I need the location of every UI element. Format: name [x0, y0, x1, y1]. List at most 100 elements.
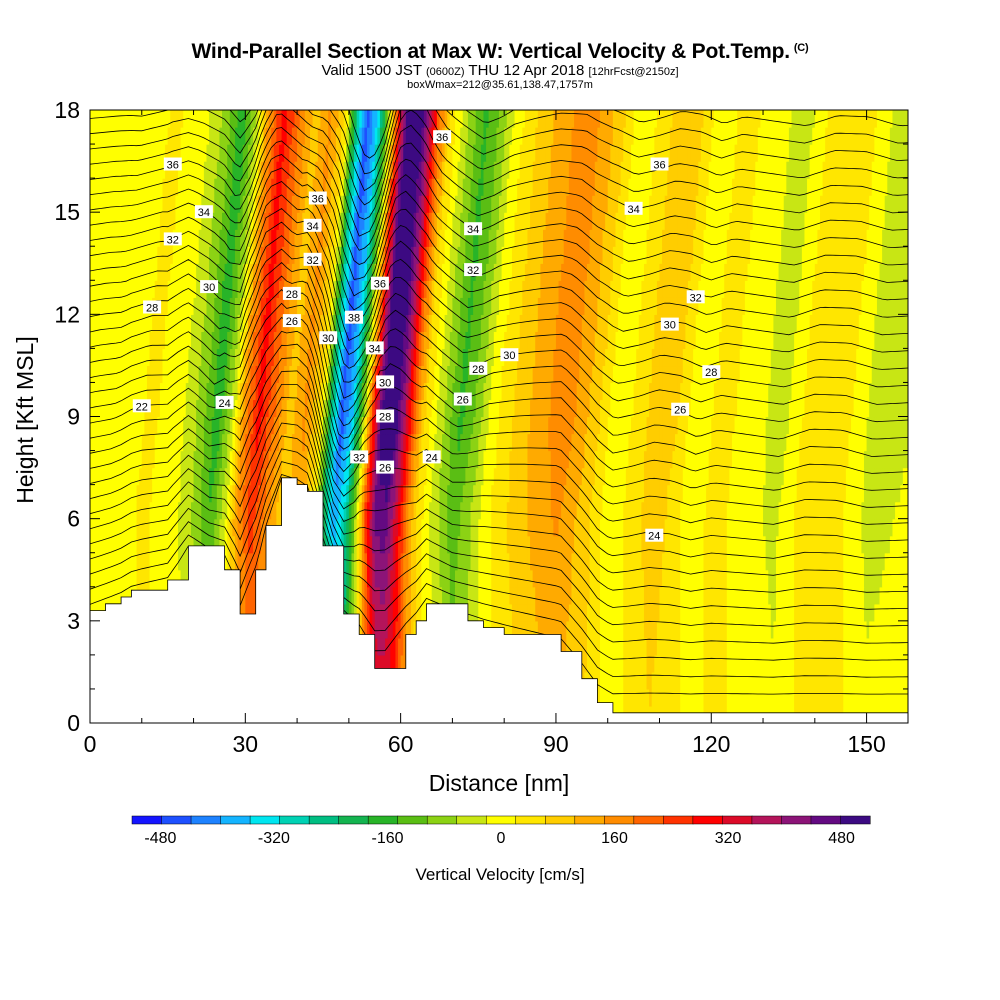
velocity-cell [346, 586, 350, 605]
velocity-cell [677, 586, 681, 605]
velocity-cell [871, 518, 875, 537]
velocity-cell [856, 603, 860, 622]
velocity-cell [737, 654, 741, 673]
velocity-cell [892, 518, 896, 537]
velocity-cell [851, 620, 855, 639]
velocity-cell [574, 620, 578, 639]
velocity-cell [788, 637, 793, 656]
velocity-cell [167, 518, 171, 537]
velocity-cell [442, 586, 446, 605]
velocity-cell [690, 535, 694, 554]
velocity-cell [263, 518, 267, 537]
velocity-cell [809, 688, 813, 707]
velocity-cell [794, 552, 798, 571]
velocity-cell [742, 637, 746, 656]
velocity-cell [814, 518, 818, 537]
velocity-cell [781, 620, 785, 639]
velocity-cell [778, 518, 782, 537]
velocity-cell [664, 552, 668, 571]
velocity-cell [856, 535, 860, 554]
velocity-cell [788, 620, 793, 639]
velocity-cell [869, 603, 873, 622]
velocity-cell [509, 518, 513, 537]
velocity-cell [690, 552, 694, 571]
velocity-cell [470, 569, 474, 588]
velocity-cell [136, 518, 140, 537]
velocity-cell [809, 603, 813, 622]
velocity-cell [597, 620, 601, 639]
velocity-cell [465, 518, 469, 537]
velocity-cell [429, 552, 433, 571]
velocity-cell [563, 518, 567, 537]
velocity-cell [853, 569, 857, 588]
velocity-cell [770, 688, 774, 707]
velocity-cell [467, 586, 472, 605]
velocity-cell [843, 603, 847, 622]
velocity-cell [535, 552, 539, 571]
velocity-cell [744, 586, 749, 605]
velocity-cell [866, 535, 870, 554]
velocity-cell [646, 535, 650, 554]
velocity-cell [240, 586, 244, 605]
velocity-cell [620, 671, 624, 690]
velocity-cell [535, 603, 539, 622]
velocity-cell [553, 603, 557, 622]
velocity-cell [579, 637, 583, 656]
velocity-cell [222, 535, 226, 554]
velocity-cell [698, 552, 702, 571]
velocity-cell [165, 535, 169, 554]
velocity-cell [757, 552, 762, 571]
velocity-cell [618, 654, 622, 673]
velocity-cell [778, 620, 782, 639]
velocity-cell [724, 552, 728, 571]
velocity-cell [400, 637, 404, 656]
velocity-cell [659, 552, 663, 571]
velocity-cell [467, 518, 472, 537]
velocity-cell [473, 586, 477, 605]
velocity-cell [597, 552, 601, 571]
velocity-cell [682, 603, 686, 622]
velocity-cell [866, 637, 870, 656]
velocity-cell [682, 688, 686, 707]
velocity-cell [750, 654, 754, 673]
velocity-cell [159, 535, 164, 554]
velocity-cell [856, 620, 860, 639]
velocity-cell [876, 654, 881, 673]
velocity-cell [633, 654, 637, 673]
velocity-cell [250, 535, 254, 554]
velocity-cell [470, 603, 474, 622]
velocity-cell [493, 603, 498, 622]
velocity-cell [527, 603, 531, 622]
velocity-cell [713, 637, 718, 656]
velocity-cell [413, 518, 417, 537]
velocity-cell [856, 637, 860, 656]
velocity-cell [773, 552, 777, 571]
velocity-cell [773, 688, 777, 707]
velocity-cell [812, 654, 816, 673]
velocity-cell [245, 518, 249, 537]
velocity-cell [247, 586, 252, 605]
velocity-cell [809, 586, 813, 605]
velocity-cell [675, 654, 679, 673]
velocity-cell [742, 518, 746, 537]
velocity-cell [887, 586, 891, 605]
velocity-cell [856, 654, 860, 673]
velocity-cell [669, 654, 674, 673]
velocity-cell [848, 637, 852, 656]
velocity-cell [343, 552, 347, 571]
velocity-cell [366, 518, 371, 537]
velocity-cell [416, 552, 420, 571]
velocity-cell [781, 586, 785, 605]
velocity-cell [804, 603, 808, 622]
velocity-cell [677, 569, 681, 588]
velocity-cell [897, 671, 901, 690]
velocity-cell [154, 535, 158, 554]
velocity-cell [799, 603, 803, 622]
velocity-cell [695, 654, 699, 673]
velocity-cell [744, 552, 749, 571]
velocity-cell [827, 518, 831, 537]
velocity-cell [592, 569, 596, 588]
velocity-cell [744, 518, 749, 537]
velocity-cell [703, 654, 707, 673]
velocity-cell [737, 552, 741, 571]
